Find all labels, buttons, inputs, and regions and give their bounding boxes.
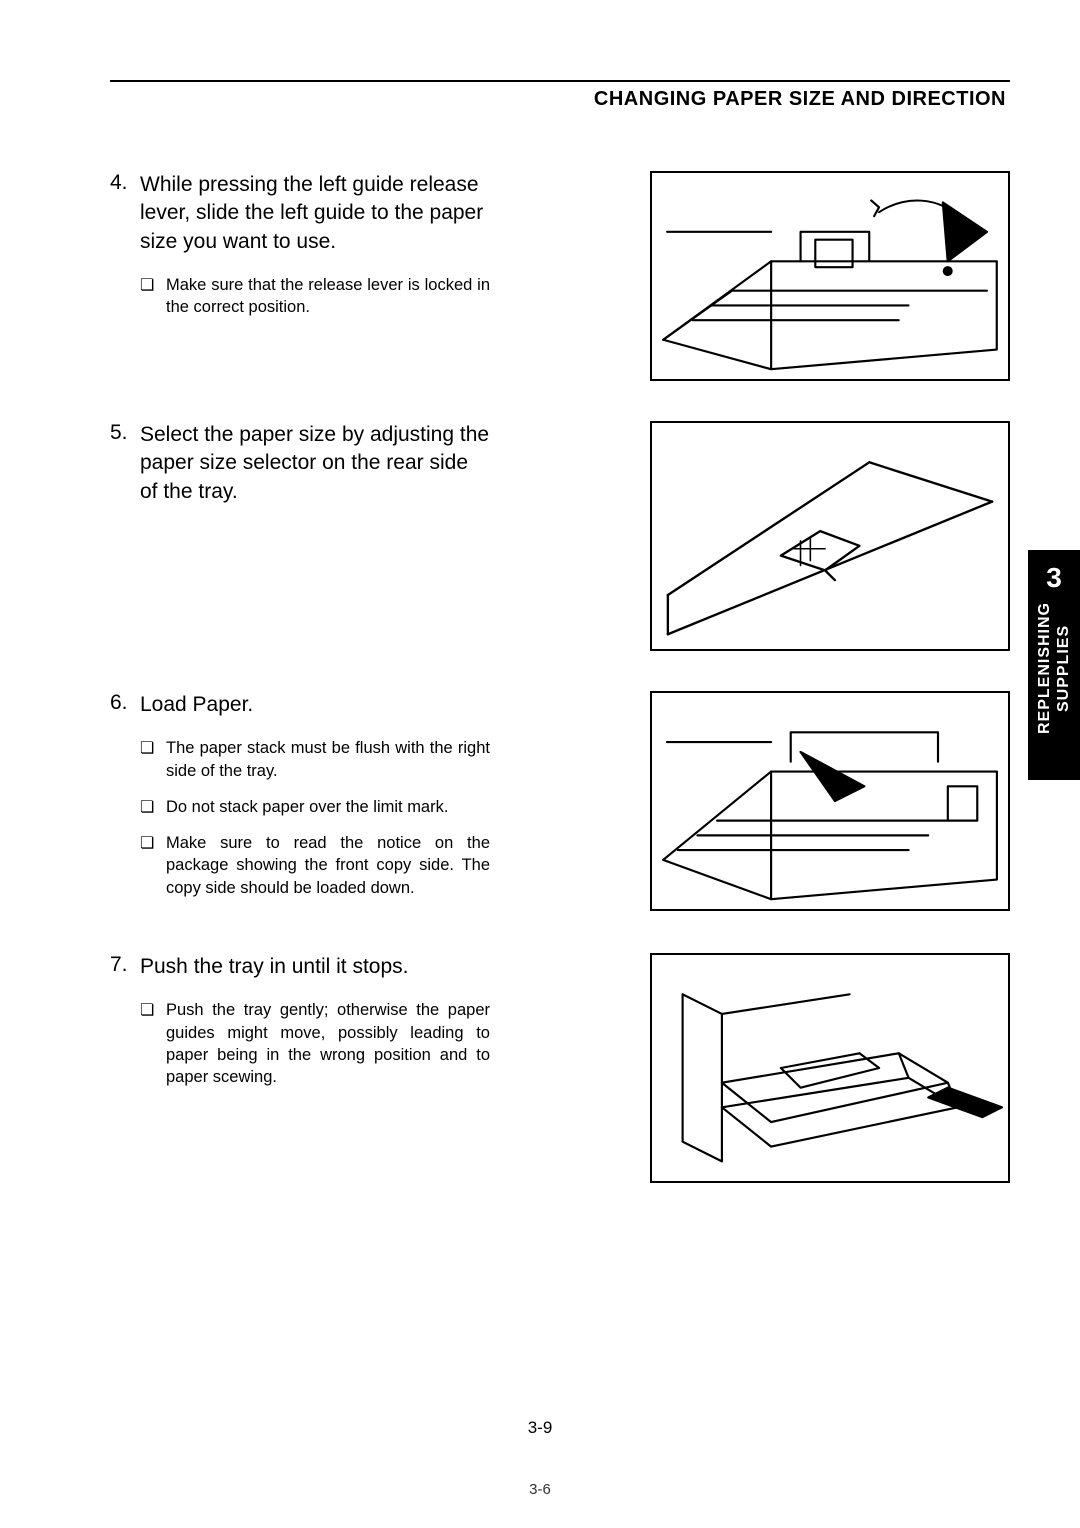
step-number: 7. — [110, 953, 140, 981]
step-row: 4. While pressing the left guide release… — [110, 171, 1010, 381]
figure-box — [650, 171, 1010, 381]
page-number-inner: 3-9 — [0, 1418, 1080, 1438]
step-figure — [650, 953, 1010, 1183]
subitem-text: The paper stack must be flush with the r… — [166, 737, 490, 782]
step-number: 5. — [110, 421, 140, 506]
manual-page: CHANGING PAPER SIZE AND DIRECTION 4. Whi… — [0, 0, 1080, 1528]
subitem: ❏ Make sure that the release lever is lo… — [140, 274, 490, 319]
step-body: Load Paper. — [140, 691, 253, 719]
step-number: 6. — [110, 691, 140, 719]
step-text-block: 5. Select the paper size by adjusting th… — [110, 421, 490, 524]
step-body: While pressing the left guide release le… — [140, 171, 490, 256]
subitem-text: Push the tray gently; otherwise the pape… — [166, 999, 490, 1088]
subitem: ❏ The paper stack must be flush with the… — [140, 737, 490, 782]
step-text-block: 4. While pressing the left guide release… — [110, 171, 490, 333]
subitem: ❏ Push the tray gently; otherwise the pa… — [140, 999, 490, 1088]
step-text-block: 7. Push the tray in until it stops. ❏ Pu… — [110, 953, 490, 1102]
step-figure — [650, 171, 1010, 381]
figure-box — [650, 691, 1010, 911]
section-tab-number: 3 — [1046, 562, 1062, 594]
push-tray-illustration — [652, 955, 1008, 1181]
page-number-outer: 3-6 — [0, 1481, 1080, 1498]
step-body: Push the tray in until it stops. — [140, 953, 408, 981]
sublist: ❏ The paper stack must be flush with the… — [140, 737, 490, 899]
section-tab: 3 REPLENISHING SUPPLIES — [1028, 550, 1080, 780]
page-header-title: CHANGING PAPER SIZE AND DIRECTION — [110, 88, 1010, 111]
step-row: 7. Push the tray in until it stops. ❏ Pu… — [110, 953, 1010, 1183]
subitem: ❏ Do not stack paper over the limit mark… — [140, 796, 490, 818]
step-main: 5. Select the paper size by adjusting th… — [110, 421, 490, 506]
size-selector-illustration — [652, 423, 1008, 649]
section-tab-line1: REPLENISHING — [1036, 602, 1053, 734]
subitem-text: Do not stack paper over the limit mark. — [166, 796, 448, 818]
step-text-block: 6. Load Paper. ❏ The paper stack must be… — [110, 691, 490, 913]
step-figure — [650, 421, 1010, 651]
checkbox-bullet-icon: ❏ — [140, 796, 166, 818]
step-main: 6. Load Paper. — [110, 691, 490, 719]
section-tab-label: REPLENISHING SUPPLIES — [1035, 602, 1073, 734]
figure-box — [650, 953, 1010, 1183]
load-paper-illustration — [652, 693, 1008, 909]
subitem-text: Make sure that the release lever is lock… — [166, 274, 490, 319]
header-rule — [110, 80, 1010, 82]
step-row: 6. Load Paper. ❏ The paper stack must be… — [110, 691, 1010, 913]
subitem-text: Make sure to read the notice on the pack… — [166, 832, 490, 899]
checkbox-bullet-icon: ❏ — [140, 832, 166, 899]
step-body: Select the paper size by adjusting the p… — [140, 421, 490, 506]
sublist: ❏ Push the tray gently; otherwise the pa… — [140, 999, 490, 1088]
step-main: 4. While pressing the left guide release… — [110, 171, 490, 256]
step-figure — [650, 691, 1010, 911]
tray-guide-illustration — [652, 173, 1008, 379]
step-number: 4. — [110, 171, 140, 256]
checkbox-bullet-icon: ❏ — [140, 274, 166, 319]
step-main: 7. Push the tray in until it stops. — [110, 953, 490, 981]
checkbox-bullet-icon: ❏ — [140, 999, 166, 1088]
step-row: 5. Select the paper size by adjusting th… — [110, 421, 1010, 651]
content-area: 4. While pressing the left guide release… — [110, 171, 1010, 1183]
subitem: ❏ Make sure to read the notice on the pa… — [140, 832, 490, 899]
sublist: ❏ Make sure that the release lever is lo… — [140, 274, 490, 319]
checkbox-bullet-icon: ❏ — [140, 737, 166, 782]
figure-box — [650, 421, 1010, 651]
section-tab-line2: SUPPLIES — [1055, 624, 1072, 711]
